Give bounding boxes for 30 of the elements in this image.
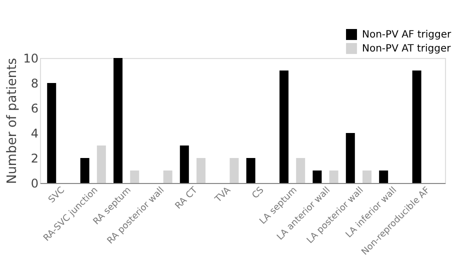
y-tick-label: 6: [30, 102, 38, 116]
x-tick-label: TVA: [212, 184, 234, 206]
bar: [96, 146, 106, 183]
bar: [47, 83, 56, 183]
bar: [329, 170, 338, 183]
bar: [412, 70, 422, 183]
bar: [196, 158, 206, 183]
y-tick-label: 2: [30, 152, 38, 166]
bar: [312, 170, 322, 183]
bar: [130, 170, 140, 183]
bar: [296, 158, 306, 183]
bar: [362, 170, 372, 183]
x-tick-label: CS: [250, 185, 266, 202]
y-tick-label: 4: [30, 126, 38, 140]
bar: [163, 170, 172, 183]
bar: [230, 158, 239, 183]
y-tick-label: 10: [23, 52, 38, 66]
y-tick-label: 0: [30, 176, 38, 190]
x-tick-label: RA CT: [174, 185, 200, 212]
bar: [346, 133, 355, 183]
legend-label: Non-PV AF trigger: [362, 30, 452, 40]
bar: [180, 146, 189, 183]
y-tick-label: 8: [30, 76, 38, 90]
bar: [279, 70, 288, 183]
bar: [114, 58, 123, 183]
y-axis-title: Number of patients: [5, 58, 20, 184]
legend-label: Non-PV AT trigger: [362, 44, 452, 54]
bar: [379, 170, 388, 183]
bar: [80, 158, 90, 183]
bar: [246, 158, 256, 183]
